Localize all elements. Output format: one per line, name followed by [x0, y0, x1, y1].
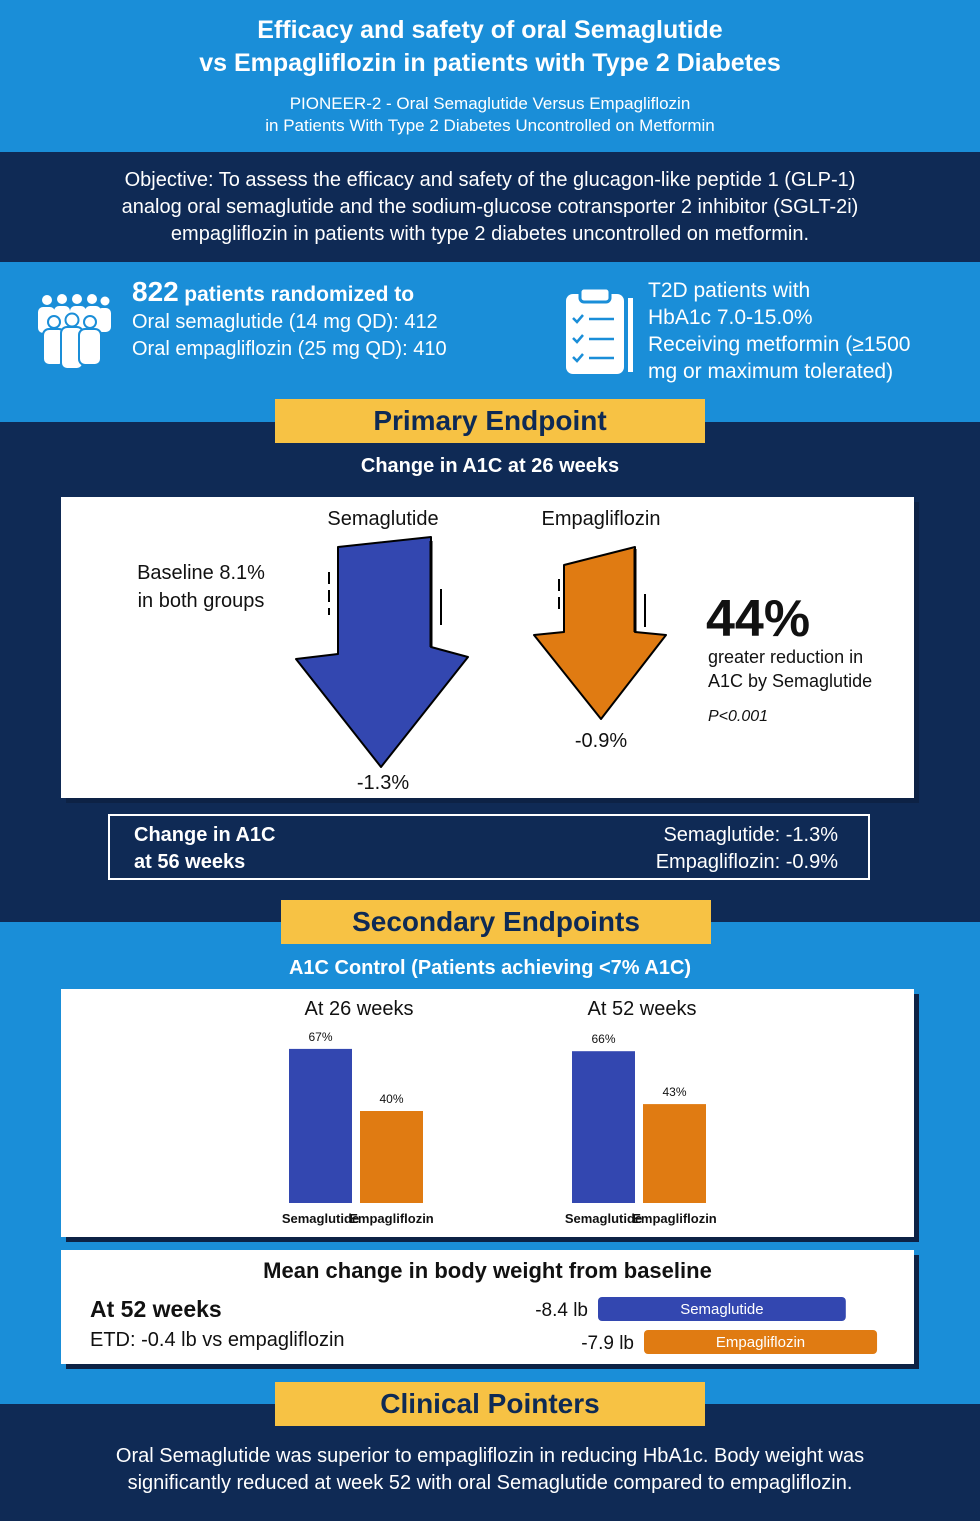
bar-category-label: Semaglutide	[565, 1211, 642, 1226]
patients-section	[0, 262, 980, 422]
semaglutide-label: Semaglutide	[327, 508, 439, 530]
criteria-line-4: mg or maximum tolerated)	[648, 360, 894, 383]
bar-value-label: 43%	[662, 1085, 686, 1099]
bar-empagliflozin	[643, 1104, 706, 1203]
reduction-percent: 44%	[706, 590, 811, 648]
patients-info: 822 patients randomized to Oral semaglut…	[132, 278, 447, 363]
weight-bar-empagliflozin	[644, 1330, 878, 1354]
secondary-subheading: A1C Control (Patients achieving <7% A1C)	[288, 957, 692, 979]
weight-value-label: -7.9 lb	[581, 1333, 634, 1354]
weight-bar-label: Semaglutide	[680, 1301, 763, 1318]
reduction-line-2: A1C by Semaglutide	[708, 671, 873, 691]
bar-semaglutide	[289, 1048, 352, 1203]
reduction-line-1: greater reduction in	[708, 647, 864, 667]
a1c-56-label-line-1: Change in A1C	[134, 824, 276, 846]
patients-sema: Oral semaglutide (14 mg QD): 412	[132, 311, 438, 333]
header-section	[0, 0, 980, 152]
secondary-endpoints-heading: Secondary Endpoints	[281, 900, 711, 944]
bar-category-label: Empagliflozin	[632, 1211, 717, 1226]
people-group-icon	[38, 294, 111, 370]
a1c-56-label-line-2: at 56 weeks	[134, 851, 246, 873]
primary-endpoint-heading: Primary Endpoint	[275, 399, 705, 443]
baseline-note: Baseline 8.1% in both groups	[116, 559, 286, 615]
bar-value-label: 66%	[591, 1032, 615, 1046]
objective-line-3: empagliflozin in patients with type 2 di…	[170, 223, 810, 245]
objective-line-1: Objective: To assess the efficacy and sa…	[124, 169, 856, 191]
bar-value-label: 67%	[308, 1030, 332, 1044]
weight-etd: ETD: -0.4 lb vs empagliflozin	[90, 1329, 345, 1351]
a1c-arrows	[295, 536, 667, 768]
chart-title: At 26 weeks	[305, 998, 414, 1020]
criteria-text: T2D patients with HbA1c 7.0-15.0% Receiv…	[648, 277, 910, 385]
objective-line-2: analog oral semaglutide and the sodium-g…	[121, 196, 859, 218]
chart-title: At 52 weeks	[588, 998, 697, 1020]
bar-category-label: Empagliflozin	[349, 1211, 434, 1226]
semaglutide-down-arrow	[295, 536, 469, 768]
body-weight-chart: Semaglutide -8.4 lb Empagliflozin -7.9 lb	[535, 1297, 878, 1354]
pointers-line-1: Oral Semaglutide was superior to empagli…	[115, 1445, 865, 1467]
weight-bar-semaglutide	[598, 1297, 846, 1321]
title-line-1: Efficacy and safety of oral Semaglutide	[257, 16, 723, 44]
page-subtitle: PIONEER-2 - Oral Semaglutide Versus Empa…	[0, 93, 980, 137]
a1c-control-charts: At 26 weeks 67% Semaglutide 40% Empagliflozi…	[282, 998, 717, 1226]
baseline-line-1: Baseline 8.1%	[137, 562, 265, 584]
primary-chart-panel: Baseline 8.1% in both groups Semaglutide…	[61, 497, 914, 798]
weight-bar-label: Empagliflozin	[716, 1334, 805, 1351]
a1c-56-weeks-label: Change in A1C at 56 weeks	[134, 822, 276, 876]
patients-count: 822	[132, 276, 179, 307]
body-weight-panel: Mean change in body weight from baseline…	[61, 1250, 914, 1364]
title-line-2: vs Empagliflozin in patients with Type 2…	[199, 49, 781, 77]
reduction-text: greater reduction in A1C by Semaglutide	[708, 645, 872, 693]
clipboard-checklist-icon	[566, 286, 633, 374]
patients-headline: 822 patients randomized to	[132, 278, 447, 309]
empagliflozin-a1c-value: -0.9%	[574, 730, 628, 752]
objective-section	[0, 152, 980, 262]
a1c-control-panel: At 26 weeks 67% Semaglutide 40% Empagliflozi…	[61, 989, 914, 1237]
weight-value-label: -8.4 lb	[535, 1300, 588, 1321]
criteria-line-1: T2D patients with	[648, 279, 811, 302]
bar-empagliflozin	[360, 1111, 423, 1203]
body-weight-title: Mean change in body weight from baseline	[263, 1258, 712, 1283]
subtitle-line-1: PIONEER-2 - Oral Semaglutide Versus Empa…	[289, 94, 691, 113]
empagliflozin-label: Empagliflozin	[541, 508, 661, 530]
clinical-pointers-heading: Clinical Pointers	[275, 1382, 705, 1426]
page-title: Efficacy and safety of oral Semaglutide …	[0, 14, 980, 80]
p-value: P<0.001	[708, 708, 769, 725]
weight-52-weeks-heading: At 52 weeks	[90, 1296, 222, 1322]
patients-empa: Oral empagliflozin (25 mg QD): 410	[132, 338, 447, 360]
criteria-line-3: Receiving metformin (≥1500	[648, 333, 911, 356]
objective-text: Objective: To assess the efficacy and sa…	[0, 167, 980, 248]
primary-subheading: Change in A1C at 26 weeks	[360, 455, 620, 477]
bar-value-label: 40%	[379, 1092, 403, 1106]
empagliflozin-down-arrow	[533, 546, 667, 720]
a1c-56-empa-value: Empagliflozin: -0.9%	[655, 851, 838, 873]
a1c-56-weeks-values: Semaglutide: -1.3% Empagliflozin: -0.9%	[656, 822, 838, 876]
a1c-control-26-weeks-chart: At 26 weeks 67% Semaglutide 40% Empagliflozi…	[282, 998, 434, 1226]
bar-category-label: Semaglutide	[282, 1211, 359, 1226]
clinical-pointers-text: Oral Semaglutide was superior to empagli…	[0, 1443, 980, 1497]
a1c-56-weeks-box: Change in A1C at 56 weeks Semaglutide: -…	[108, 814, 870, 880]
a1c-56-sema-value: Semaglutide: -1.3%	[663, 824, 838, 846]
patients-count-label: patients randomized to	[184, 283, 415, 306]
semaglutide-a1c-value: -1.3%	[356, 772, 410, 794]
baseline-line-2: in both groups	[137, 590, 265, 612]
a1c-control-52-weeks-chart: At 52 weeks 66% Semaglutide 43% Empagliflozi…	[565, 998, 717, 1226]
pointers-line-2: significantly reduced at week 52 with or…	[127, 1472, 853, 1494]
criteria-line-2: HbA1c 7.0-15.0%	[648, 306, 813, 329]
subtitle-line-2: in Patients With Type 2 Diabetes Uncontr…	[265, 116, 715, 135]
bar-semaglutide	[572, 1051, 635, 1203]
